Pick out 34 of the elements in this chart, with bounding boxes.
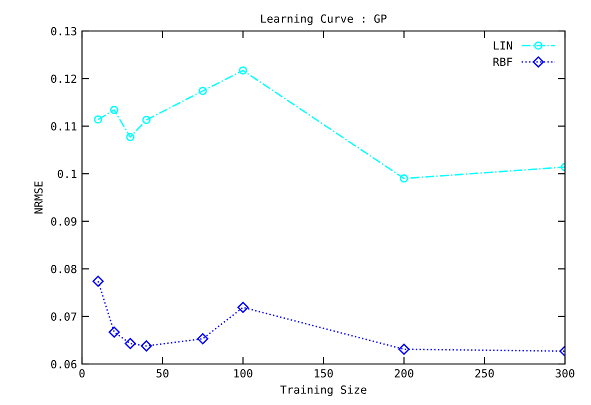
y-tick-label: 0.13: [51, 27, 76, 36]
legend-label: RBF: [493, 58, 512, 66]
y-tick-label: 0.06: [51, 360, 76, 368]
y-axis-title: NRMSE: [34, 181, 43, 214]
point: [142, 116, 151, 124]
x-tick-label: 200: [394, 369, 414, 378]
point: [237, 302, 249, 313]
point: [110, 106, 118, 114]
point: [400, 174, 408, 183]
y-tick-label: 0.1: [58, 170, 76, 178]
y-tick-label: 0.09: [51, 217, 76, 226]
x-tick-label: 0: [79, 369, 85, 378]
point: [108, 326, 120, 338]
x-tick-label: 150: [314, 369, 333, 378]
y-tick-label: 0.07: [51, 312, 76, 321]
point: [124, 338, 136, 350]
x-tick-label: 250: [475, 369, 494, 378]
point: [140, 340, 152, 352]
y-tick-label: 0.12: [51, 74, 76, 83]
point: [92, 276, 104, 287]
x-axis-title: Training Size: [280, 385, 366, 396]
point: [94, 115, 102, 124]
legend-label: LIN: [494, 41, 512, 50]
point: [197, 333, 208, 344]
y-tick-label: 0.11: [51, 122, 76, 131]
y-tick-label: 0.08: [51, 264, 76, 274]
x-tick-label: 50: [156, 369, 168, 378]
x-tick-label: 100: [234, 369, 252, 378]
point: [398, 344, 410, 355]
chart-title: Learning Curve : GP: [261, 14, 387, 26]
x-tick-label: 300: [556, 369, 574, 378]
point: [198, 86, 207, 96]
point: [238, 66, 248, 75]
point: [126, 132, 134, 142]
